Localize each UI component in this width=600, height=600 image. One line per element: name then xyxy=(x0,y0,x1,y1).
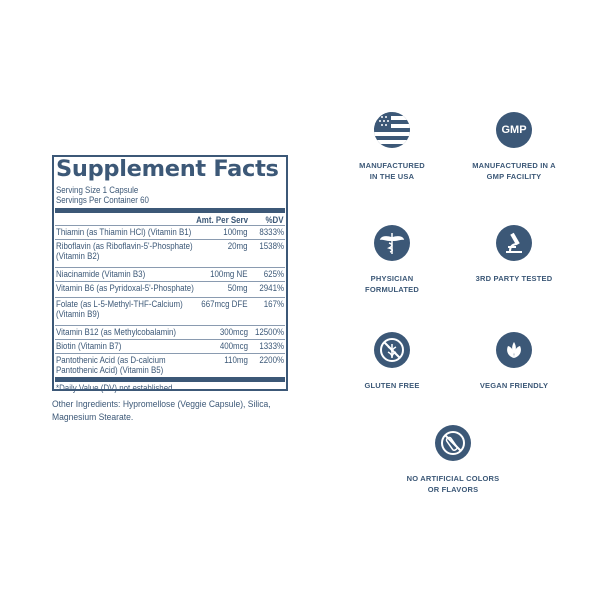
nutrient-dv: 167% xyxy=(263,299,284,309)
nutrient-amount: 667mcg DFE xyxy=(201,299,248,309)
nutrient-dv: 1538% xyxy=(259,241,284,251)
nutrient-amount: 100mg NE xyxy=(210,269,248,279)
nutrient-dv: 12500% xyxy=(254,327,284,337)
nutrient-name: Niacinamide (Vitamin B3) xyxy=(56,269,146,279)
row-divider xyxy=(55,339,285,340)
nutrient-name: Riboflavin (as Riboflavin-5'-Phosphate)(… xyxy=(56,241,193,261)
nutrient-amount: 400mcg xyxy=(219,341,248,351)
row-divider xyxy=(55,225,285,226)
caduceus-icon xyxy=(374,225,410,261)
nutrient-amount: 100mg xyxy=(223,227,248,237)
badge-gmp: GMP MANUFACTURED IN A GMP FACILITY xyxy=(454,112,574,182)
other-ingredients-line: Magnesium Stearate. xyxy=(52,412,134,423)
no-artificial-colors-icon xyxy=(435,425,471,461)
gmp-icon: GMP xyxy=(496,112,532,148)
nutrient-amount: 20mg xyxy=(228,241,248,251)
serving-size: Serving Size 1 Capsule xyxy=(56,185,139,195)
row-divider xyxy=(55,325,285,326)
nutrient-dv: 2941% xyxy=(259,283,284,293)
badge-caduceus: PHYSICIAN FORMULATED xyxy=(332,225,452,295)
badge-label: PHYSICIAN FORMULATED xyxy=(365,274,419,294)
nutrient-dv: 8333% xyxy=(259,227,284,237)
amount-header: Amt. Per Serv xyxy=(196,215,248,225)
divider-thick-bottom xyxy=(55,377,285,382)
nutrient-name: Thiamin (as Thiamin HCl) (Vitamin B1) xyxy=(56,227,192,237)
nutrient-dv: 1333% xyxy=(259,341,284,351)
nutrient-amount: 50mg xyxy=(228,283,248,293)
badge-leaf: VEGAN FRIENDLY xyxy=(454,332,574,391)
footnote: *Daily Value (DV) not established. xyxy=(56,383,175,393)
leaf-icon xyxy=(496,332,532,368)
nutrient-name: Pantothenic Acid (as D-calcium Pantotheni… xyxy=(56,355,166,375)
badge-usa-flag: MANUFACTURED IN THE USA xyxy=(332,112,452,182)
badge-label: NO ARTIFICIAL COLORS OR FLAVORS xyxy=(406,474,500,494)
badge-no-gluten: GLUTEN FREE xyxy=(332,332,452,391)
nutrient-name: Vitamin B6 (as Pyridoxal-5'-Phosphate) xyxy=(56,283,194,293)
badge-microscope: 3RD PARTY TESTED xyxy=(454,225,574,284)
row-divider xyxy=(55,239,285,240)
nutrient-dv: 2200% xyxy=(259,355,284,365)
nutrient-dv: 625% xyxy=(263,269,284,279)
badge-label: MANUFACTURED IN THE USA xyxy=(359,161,425,181)
other-ingredients: Other Ingredients: Hypromellose (Veggie … xyxy=(52,398,286,424)
panel-title: Supplement Facts xyxy=(56,156,279,182)
no-gluten-icon xyxy=(374,332,410,368)
dv-header: %DV xyxy=(265,215,284,225)
row-divider xyxy=(55,267,285,268)
badge-label: MANUFACTURED IN A GMP FACILITY xyxy=(472,161,556,181)
nutrient-amount: 110mg xyxy=(224,355,248,365)
divider-thick xyxy=(55,208,285,213)
nutrient-name: Folate (as L-5-Methyl-THF-Calcium) (Vitam… xyxy=(56,299,183,319)
row-divider xyxy=(55,353,285,354)
nutrient-name: Biotin (Vitamin B7) xyxy=(56,341,122,351)
supplement-facts-panel: Supplement Facts Serving Size 1 Capsule … xyxy=(52,155,288,393)
row-divider xyxy=(55,297,285,298)
row-divider xyxy=(55,281,285,282)
microscope-icon xyxy=(496,225,532,261)
nutrient-name: Vitamin B12 (as Methylcobalamin) xyxy=(56,327,177,337)
badge-label: VEGAN FRIENDLY xyxy=(479,381,549,390)
nutrient-amount: 300mcg xyxy=(219,327,248,337)
badge-no-artificial-colors: NO ARTIFICIAL COLORS OR FLAVORS xyxy=(393,425,513,495)
badge-label: GLUTEN FREE xyxy=(364,381,420,390)
servings-per-container: Servings Per Container 60 xyxy=(56,195,149,205)
badge-label: 3RD PARTY TESTED xyxy=(475,274,553,283)
other-ingredients-line: Other Ingredients: Hypromellose (Veggie … xyxy=(52,399,271,410)
usa-flag-icon xyxy=(374,112,410,148)
